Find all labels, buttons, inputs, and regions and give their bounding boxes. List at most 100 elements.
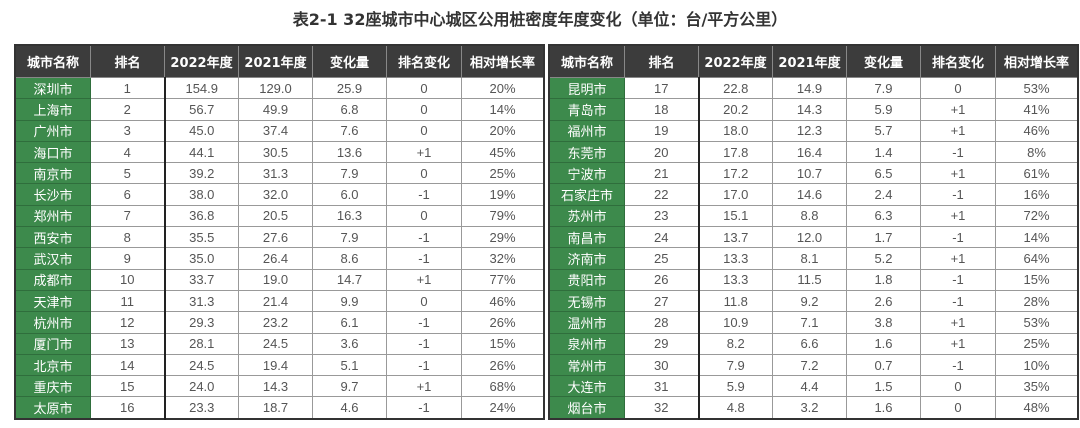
cell-growth-rate: 77% [461, 268, 545, 291]
cell-rank-change: +1 [920, 247, 996, 270]
cell-growth-rate: 14% [461, 98, 545, 121]
cell-city-name: 北京市 [14, 353, 91, 377]
cell-rank-change: -1 [386, 183, 462, 206]
cell-city-name: 太原市 [14, 396, 91, 420]
cell-rank-change: -1 [920, 268, 996, 291]
cell-rank-change: 0 [386, 162, 462, 185]
cell-rank: 25 [624, 247, 700, 270]
cell-value-2021: 49.9 [238, 98, 313, 121]
cell-rank-change: 0 [386, 76, 462, 100]
cell-value-2021: 4.4 [772, 375, 847, 398]
column-header-growth-rate: 相对增长率 [995, 44, 1079, 78]
cell-change: 6.1 [312, 311, 387, 334]
cell-city-name: 深圳市 [14, 76, 91, 100]
cell-rank-change: -1 [920, 226, 996, 249]
cell-city-name: 贵阳市 [548, 268, 625, 291]
table-row: 太原市 16 23.3 18.7 4.6 -1 24% [14, 396, 545, 420]
cell-rank-change: 0 [386, 289, 462, 313]
cell-value-2022: 5.9 [698, 375, 773, 398]
cell-rank: 4 [90, 140, 166, 164]
cell-rank-change: 0 [386, 119, 462, 142]
table-row: 泉州市 29 8.2 6.6 1.6 +1 25% [548, 332, 1079, 355]
cell-rank-change: +1 [920, 204, 996, 228]
cell-city-name: 常州市 [548, 353, 625, 377]
cell-value-2021: 6.6 [772, 332, 847, 355]
cell-rank-change: -1 [920, 183, 996, 206]
header-row: 城市名称 排名 2022年度 2021年度 变化量 排名变化 相对增长率 [14, 44, 545, 78]
column-header-change: 变化量 [846, 44, 921, 78]
cell-value-2022: 39.2 [164, 162, 239, 185]
cell-city-name: 西安市 [14, 226, 91, 249]
cell-value-2022: 23.3 [164, 396, 239, 420]
cell-rank-change: +1 [920, 119, 996, 142]
column-header-value-2022: 2022年度 [164, 44, 239, 78]
cell-rank: 27 [624, 289, 700, 313]
column-header-change: 变化量 [312, 44, 387, 78]
cell-growth-rate: 26% [461, 353, 545, 377]
cell-growth-rate: 32% [461, 247, 545, 270]
cell-value-2021: 26.4 [238, 247, 313, 270]
cell-city-name: 南昌市 [548, 226, 625, 249]
cell-rank-change: -1 [386, 226, 462, 249]
cell-rank-change: -1 [386, 247, 462, 270]
cell-value-2021: 7.1 [772, 311, 847, 334]
cell-growth-rate: 28% [995, 289, 1079, 313]
cell-city-name: 广州市 [14, 119, 91, 142]
cell-rank-change: +1 [386, 140, 462, 164]
cell-change: 25.9 [312, 76, 387, 100]
table-row: 深圳市 1 154.9 129.0 25.9 0 20% [14, 76, 545, 100]
cell-change: 2.6 [846, 289, 921, 313]
cell-city-name: 泉州市 [548, 332, 625, 355]
cell-city-name: 长沙市 [14, 183, 91, 206]
cell-city-name: 郑州市 [14, 204, 91, 228]
cell-change: 0.7 [846, 353, 921, 377]
cell-growth-rate: 46% [461, 289, 545, 313]
cell-rank-change: 0 [386, 204, 462, 228]
cell-rank-change: -1 [386, 396, 462, 420]
table-row: 青岛市 18 20.2 14.3 5.9 +1 41% [548, 98, 1079, 121]
cell-rank: 19 [624, 119, 700, 142]
cell-value-2021: 14.3 [238, 375, 313, 398]
cell-rank-change: -1 [386, 353, 462, 377]
cell-growth-rate: 24% [461, 396, 545, 420]
cell-growth-rate: 53% [995, 76, 1079, 100]
cell-city-name: 武汉市 [14, 247, 91, 270]
cell-value-2022: 13.3 [698, 268, 773, 291]
cell-growth-rate: 15% [461, 332, 545, 355]
header-row: 城市名称 排名 2022年度 2021年度 变化量 排名变化 相对增长率 [548, 44, 1079, 78]
table-row: 南昌市 24 13.7 12.0 1.7 -1 14% [548, 226, 1079, 249]
cell-growth-rate: 25% [995, 332, 1079, 355]
cell-city-name: 杭州市 [14, 311, 91, 334]
cell-value-2021: 9.2 [772, 289, 847, 313]
table-row: 海口市 4 44.1 30.5 13.6 +1 45% [14, 140, 545, 164]
cell-city-name: 济南市 [548, 247, 625, 270]
cell-change: 1.6 [846, 332, 921, 355]
table-row: 石家庄市 22 17.0 14.6 2.4 -1 16% [548, 183, 1079, 206]
cell-city-name: 海口市 [14, 140, 91, 164]
cell-change: 5.2 [846, 247, 921, 270]
cell-growth-rate: 41% [995, 98, 1079, 121]
cell-city-name: 天津市 [14, 289, 91, 313]
cell-value-2021: 19.4 [238, 353, 313, 377]
cell-rank-change: -1 [920, 140, 996, 164]
cell-change: 7.9 [846, 76, 921, 100]
table-row: 西安市 8 35.5 27.6 7.9 -1 29% [14, 226, 545, 249]
cell-value-2021: 14.6 [772, 183, 847, 206]
table-row: 苏州市 23 15.1 8.8 6.3 +1 72% [548, 204, 1079, 228]
cell-rank-change: 0 [920, 76, 996, 100]
cell-city-name: 重庆市 [14, 375, 91, 398]
table-row: 厦门市 13 28.1 24.5 3.6 -1 15% [14, 332, 545, 355]
cell-change: 13.6 [312, 140, 387, 164]
cell-value-2022: 18.0 [698, 119, 773, 142]
cell-value-2022: 29.3 [164, 311, 239, 334]
cell-change: 9.7 [312, 375, 387, 398]
cell-rank: 5 [90, 162, 166, 185]
cell-value-2022: 7.9 [698, 353, 773, 377]
column-header-rank-change: 排名变化 [920, 44, 996, 78]
cell-value-2022: 8.2 [698, 332, 773, 355]
cell-rank: 10 [90, 268, 166, 291]
column-header-growth-rate: 相对增长率 [461, 44, 545, 78]
cell-growth-rate: 26% [461, 311, 545, 334]
column-header-city-name: 城市名称 [14, 44, 91, 78]
cell-value-2022: 22.8 [698, 76, 773, 100]
